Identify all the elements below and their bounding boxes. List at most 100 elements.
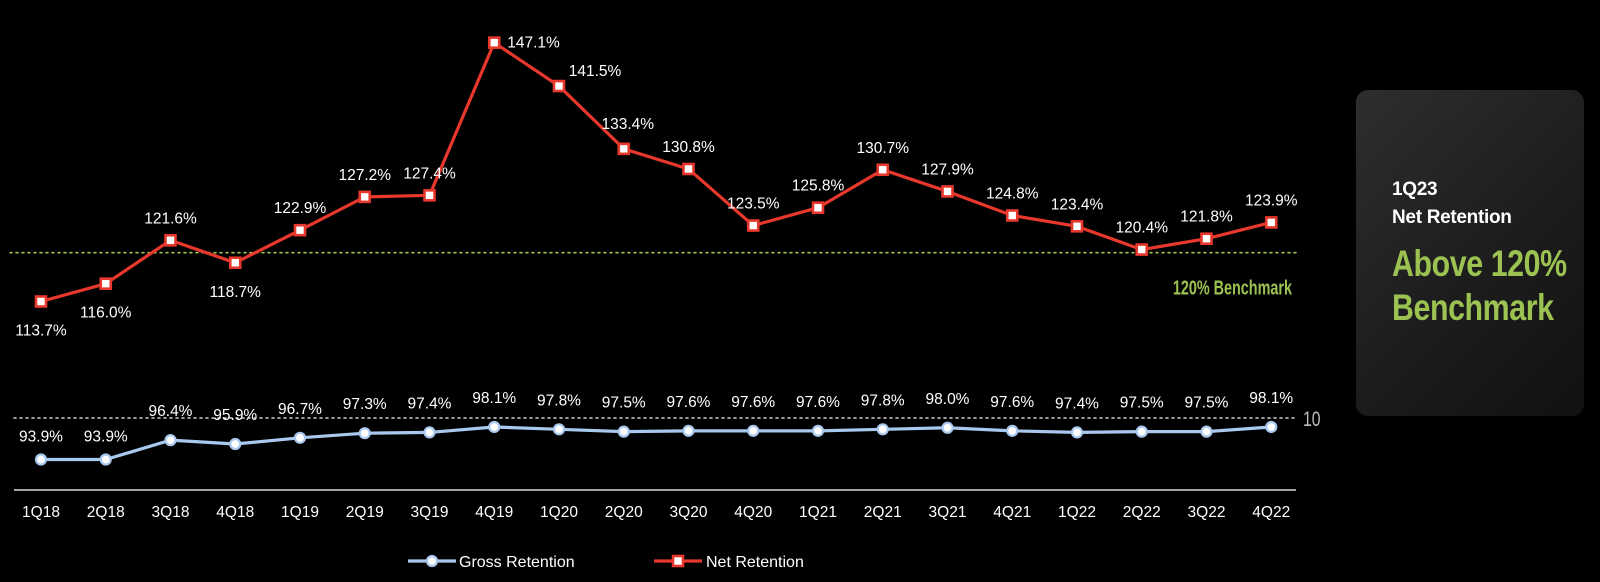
x-tick-label: 2Q22	[1123, 504, 1161, 521]
net-retention-data-label: 121.8%	[1180, 209, 1233, 226]
net-retention-point	[811, 201, 825, 215]
gross-retention-data-label: 98.1%	[472, 390, 516, 407]
x-tick-label: 4Q20	[734, 504, 772, 521]
gross-retention-point	[747, 424, 760, 437]
gross-retention-point	[811, 424, 825, 437]
net-retention-point	[99, 277, 113, 290]
gross-retention-data-label: 98.1%	[1249, 390, 1293, 407]
x-tick-label: 2Q19	[346, 504, 384, 521]
legend-gross-marker	[425, 554, 439, 568]
x-tick-label: 2Q18	[87, 504, 125, 521]
net-retention-point	[617, 142, 631, 156]
gross-retention-point	[876, 423, 889, 436]
x-tick-label: 2Q20	[605, 504, 643, 521]
net-retention-data-label: 118.7%	[210, 284, 262, 301]
gross-retention-point	[1265, 420, 1278, 434]
x-tick-label: 1Q18	[22, 504, 60, 521]
gross-retention-data-label: 93.9%	[84, 429, 128, 446]
net-retention-data-label: 121.6%	[144, 210, 197, 227]
card-headline-line1: Above 120%	[1392, 243, 1567, 284]
x-tick-label: 3Q19	[411, 504, 449, 521]
gross-retention-data-label: 97.6%	[667, 394, 711, 411]
gross-retention-point	[358, 427, 371, 440]
gross-retention-data-label: 93.9%	[19, 429, 63, 446]
x-tick-label: 1Q20	[540, 504, 578, 521]
net-retention-data-label: 124.8%	[986, 185, 1039, 202]
gross-retention-point	[99, 453, 112, 466]
net-retention-point	[552, 79, 566, 93]
net-retention-point	[682, 162, 695, 176]
x-tick-label: 4Q18	[216, 504, 254, 521]
net-retention-point	[1264, 216, 1278, 229]
x-tick-label: 4Q19	[475, 504, 513, 521]
net-retention-point	[423, 189, 436, 202]
net-retention-point	[876, 163, 890, 177]
gross-retention-point	[617, 425, 630, 438]
gross-retention-point	[552, 423, 566, 436]
gross-retention-point	[293, 431, 307, 444]
x-tick-label: 4Q21	[993, 504, 1031, 521]
gross-retention-point	[423, 426, 436, 439]
net-retention-card: 1Q23 Net Retention Above 120% Benchmark	[1356, 90, 1584, 416]
gross-retention-point	[488, 420, 501, 434]
gross-retention-data-label: 97.8%	[537, 392, 581, 409]
gross-retention-data-label: 97.4%	[1055, 395, 1099, 412]
net-retention-data-label: 147.1%	[507, 35, 560, 52]
gross-retention-data-label: 96.7%	[278, 401, 322, 418]
net-retention-point	[941, 185, 954, 198]
net-retention-line	[40, 41, 1272, 304]
net-retention-point	[1135, 243, 1149, 256]
x-tick-label: 3Q22	[1188, 504, 1226, 521]
retention-chart: 120% Benchmark 100% 113.7% 116.0% 121.6% 118…	[9, 35, 1320, 571]
gross-retention-data-label: 97.5%	[1185, 395, 1229, 412]
gross-retention-data-label: 97.5%	[602, 395, 646, 412]
legend-gross-label: Gross Retention	[459, 554, 575, 571]
x-tick-label: 1Q21	[799, 504, 837, 521]
gross-retention-line	[41, 425, 1272, 462]
net-retention-data-label: 122.9%	[274, 200, 327, 217]
gross-retention-point	[164, 434, 177, 447]
net-retention-data-label: 120.4%	[1115, 220, 1168, 237]
net-retention-point	[746, 219, 760, 232]
card-headline-line2: Benchmark	[1392, 287, 1554, 328]
net-retention-point	[1200, 232, 1213, 246]
gross-retention-data-label: 95.9%	[213, 407, 257, 424]
x-tick-label: 4Q22	[1252, 504, 1290, 521]
gross-retention-data-label: 97.4%	[408, 395, 452, 412]
net-retention-data-label: 123.5%	[727, 196, 780, 213]
net-retention-point	[34, 295, 48, 308]
net-retention-data-label: 127.9%	[921, 161, 974, 178]
gross-retention-data-label: 97.3%	[343, 396, 387, 413]
gross-retention-data-label: 97.6%	[796, 394, 840, 411]
gross-retention-data-label: 97.6%	[731, 394, 775, 411]
gross-retention-data-label: 97.6%	[990, 394, 1034, 411]
gross-retention-point	[34, 453, 48, 466]
net-retention-data-label: 125.8%	[792, 178, 845, 195]
gross-retention-point	[1135, 425, 1148, 438]
hundred-percent-label: 100%	[1303, 407, 1320, 431]
gross-retention-data-label: 98.0%	[926, 391, 970, 408]
gross-retention-data-label: 97.8%	[861, 392, 905, 409]
gross-retention-point	[1006, 424, 1019, 437]
net-retention-data-label: 123.9%	[1245, 192, 1298, 209]
net-retention-data-label: 113.7%	[15, 323, 67, 340]
gross-retention-point	[1070, 426, 1084, 439]
benchmark-label: 120% Benchmark	[1173, 276, 1292, 299]
x-tick-label: 3Q21	[929, 504, 967, 521]
net-retention-data-label: 116.0%	[80, 305, 132, 322]
net-retention-point	[293, 223, 307, 237]
net-retention-point	[1070, 220, 1084, 233]
net-retention-data-label: 130.7%	[856, 140, 909, 157]
net-retention-data-label: 130.8%	[662, 139, 715, 156]
x-tick-label: 1Q19	[281, 504, 319, 521]
card-headline: Above 120% Benchmark	[1392, 242, 1567, 330]
x-tick-label: 2Q21	[864, 504, 902, 521]
x-tick-label: 1Q22	[1058, 504, 1096, 521]
net-retention-point	[487, 36, 501, 49]
net-retention-data-label: 133.4%	[601, 116, 654, 133]
card-label-period: 1Q23	[1392, 179, 1438, 200]
x-tick-label: 3Q18	[152, 504, 190, 521]
gross-retention-data-label: 97.5%	[1120, 395, 1164, 412]
card-label-metric: Net Retention	[1392, 207, 1512, 228]
gross-retention-point	[229, 437, 242, 451]
